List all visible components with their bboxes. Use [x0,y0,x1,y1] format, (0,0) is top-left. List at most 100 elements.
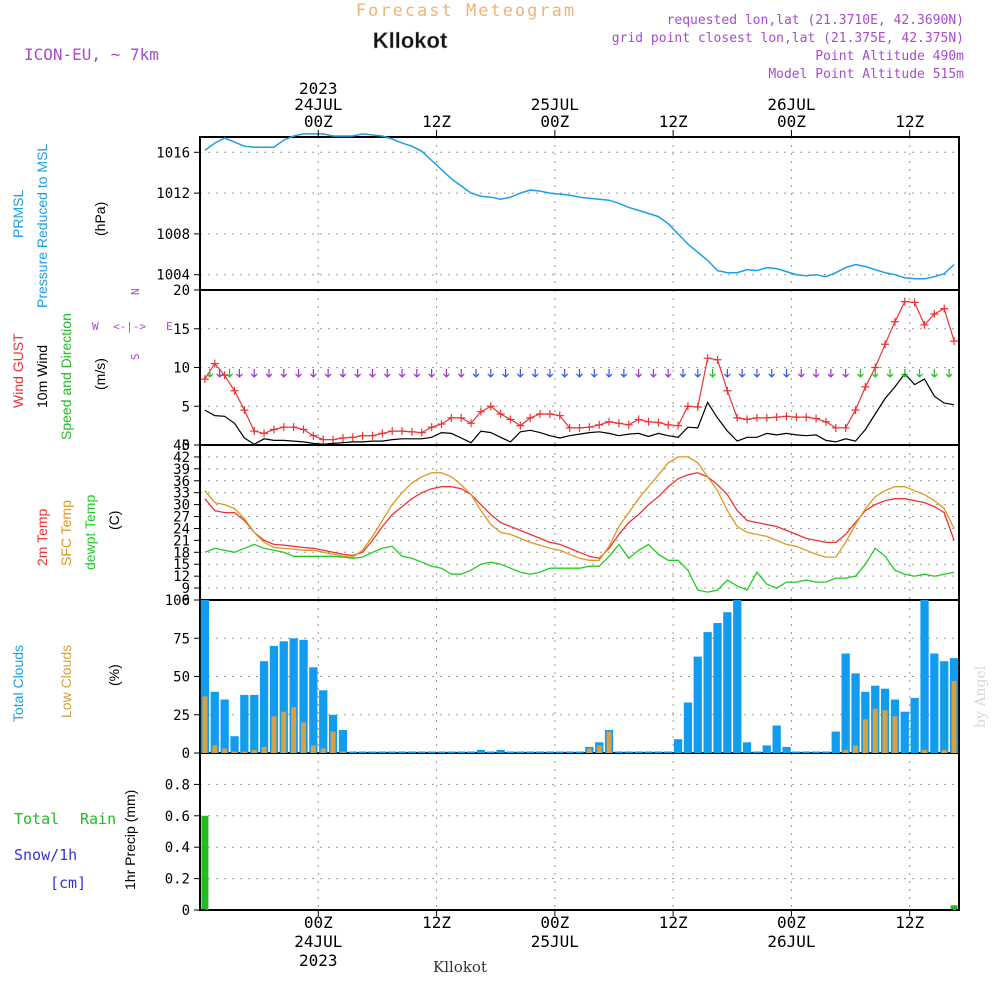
y-tick-label: 42 [173,450,190,466]
y-tick-label: 0 [182,903,190,919]
gust-marker [575,423,584,432]
top-time-label: 24JUL [294,95,342,114]
gust-marker [900,297,909,306]
pressure-label-1: PRMSL [10,190,26,238]
wind-direction-arrow [280,368,288,378]
bottom-time-label: 00Z [540,913,569,932]
total-cloud-bar [930,653,939,753]
gust-marker [881,340,890,349]
wind-direction-arrow [635,368,643,378]
rain-bar [950,905,958,910]
gust-marker [743,415,752,424]
total-cloud-bar [358,751,367,753]
temp-dewpt-line [204,543,955,593]
wind-direction-arrow [309,368,317,378]
gust-marker [624,420,633,429]
gust-marker [496,410,505,418]
wind-label: 10m Wind [34,345,50,408]
footer-location: Kllokot [433,958,487,976]
bottom-time-label: 00Z [304,913,333,932]
gust-marker [910,298,919,307]
gust-marker [841,423,850,432]
total-cloud-bar [279,641,288,753]
wind-direction-arrow [250,368,258,378]
gust-marker [516,421,525,430]
total-cloud-bar [319,690,328,753]
total-cloud-bar [407,751,417,753]
gust-marker [398,427,407,436]
bottom-time-label: 25JUL [531,932,579,951]
total-cloud-bar [457,751,466,753]
gust-marker [752,413,761,422]
wind-direction-arrow [457,368,465,378]
wind-direction-arrow [383,368,391,378]
low-cloud-bar [291,707,297,753]
gust-marker [821,417,830,426]
pressure-line [204,133,955,280]
panel-5: 0 0.2 0.4 0.6 0.8 [165,752,960,919]
total-cloud-bar [230,736,239,753]
wind-direction-arrow [295,368,302,378]
rain-bar [201,815,209,910]
wind-direction-arrow [487,368,495,378]
total-cloud-bar [309,667,318,753]
gust-marker [486,402,495,411]
total-cloud-bar [792,751,801,753]
panel-frame [199,752,960,911]
gust-marker [378,429,387,438]
total-cloud-bar [910,697,919,753]
gust-marker [545,410,554,418]
gust-marker [654,418,663,427]
y-tick-label: 100 [165,593,190,609]
wind-direction-arrow [827,368,835,378]
total-cloud-bar [427,751,436,753]
snow-unit: [cm] [50,874,86,892]
pressure-unit: (hPa) [92,202,108,236]
panel-1: 1004 1008 1012 1016 [156,136,960,291]
low-cloud-bar [853,745,858,753]
gust-marker [782,412,791,421]
gust-marker [348,433,357,442]
low-cloud-bar [310,745,316,753]
total-cloud-bar [703,632,712,753]
gust-marker [831,423,840,432]
total-cloud-bar [388,751,397,753]
total-cloud-bar [693,656,702,753]
wind-direction-arrow [768,368,776,378]
compass-arrow: <-|-> [113,320,146,333]
precip-label: 1hr Precip (mm) [122,790,138,890]
low-cloud-bar [596,745,602,753]
low-cloud-bar [872,708,878,753]
gust-marker [210,359,219,368]
total-cloud-bar [476,749,486,753]
total-cloud-bar [752,751,762,753]
snow-label: Snow/1h [14,846,77,864]
gust-marker [427,423,436,432]
gust-marker [289,423,298,432]
gust-marker [457,413,466,422]
y-tick-label: 30 [173,498,190,514]
total-cloud-bar [535,751,545,753]
compass-legend: N W <-|-> E S [92,288,173,360]
total-cloud-bar [240,694,249,753]
wind-direction-arrow [354,368,362,378]
y-tick-label: 1016 [156,145,190,161]
total-cloud-bar [851,673,860,753]
gust-marker [614,419,623,428]
y-tick-label: 20 [173,283,190,299]
top-time-label: 12Z [422,112,451,131]
total-cloud-bar [811,751,821,753]
credit: by Angel [973,665,989,728]
dir-label: Speed and Direction [58,313,74,440]
gust-marker [447,413,456,422]
wind-direction-arrow [812,368,820,378]
wind-direction-arrow [590,368,598,378]
temp-sfc-line [204,456,955,561]
y-tick-label: 15 [173,322,190,338]
y-tick-label: 33 [173,486,190,502]
gust-marker [634,415,643,424]
total-cloud-bar [614,751,624,753]
total-cloud-bar [782,746,791,753]
low-cloud-bar [320,748,326,753]
